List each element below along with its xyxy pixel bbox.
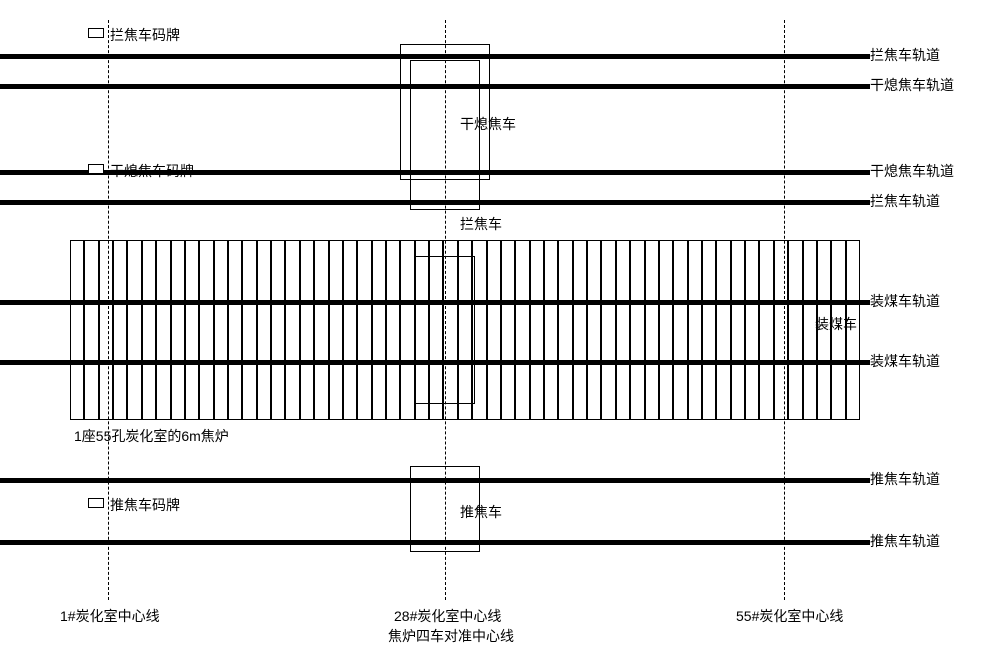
lanjiao_tag-label: 拦焦车码牌	[110, 25, 180, 45]
centerline	[108, 20, 109, 600]
carbonization-chamber	[558, 240, 572, 420]
carbonization-chamber	[601, 240, 615, 420]
carbonization-chamber	[127, 240, 141, 420]
track-label: 干熄焦车轨道	[870, 75, 954, 95]
track-label: 推焦车轨道	[870, 469, 940, 489]
carbonization-chamber	[788, 240, 802, 420]
carbonization-chamber	[745, 240, 759, 420]
carbonization-chamber	[573, 240, 587, 420]
track-label: 拦焦车轨道	[870, 45, 940, 65]
carbonization-chamber	[142, 240, 156, 420]
carbonization-chamber	[70, 240, 84, 420]
carbonization-chamber	[357, 240, 371, 420]
carbonization-chamber	[759, 240, 773, 420]
tuijiao_car-label: 推焦车	[460, 502, 502, 522]
oven-caption: 1座55孔炭化室的6m焦炉	[74, 426, 229, 446]
centerline-label: 1#炭化室中心线	[60, 606, 160, 626]
carbonization-chamber	[257, 240, 271, 420]
carbonization-chamber	[329, 240, 343, 420]
lanjiao_car	[410, 60, 480, 210]
track-label: 装煤车轨道	[870, 291, 940, 311]
carbonization-chamber	[400, 240, 414, 420]
carbonization-chamber	[228, 240, 242, 420]
carbonization-chamber	[156, 240, 170, 420]
carbonization-chamber	[530, 240, 544, 420]
centerline	[784, 20, 785, 600]
carbonization-chamber	[99, 240, 113, 420]
carbonization-chamber	[774, 240, 788, 420]
carbonization-chamber	[716, 240, 730, 420]
carbonization-chamber	[285, 240, 299, 420]
centerline-label: 55#炭化室中心线	[736, 606, 843, 626]
carbonization-chamber	[386, 240, 400, 420]
carbonization-chamber	[84, 240, 98, 420]
ganxi_tag-label: 干熄焦车码牌	[110, 161, 194, 181]
track-label: 推焦车轨道	[870, 531, 940, 551]
lanjiao_car-label: 拦焦车	[460, 214, 502, 234]
track-label: 装煤车轨道	[870, 351, 940, 371]
carbonization-chamber	[300, 240, 314, 420]
lanjiao_tag-icon	[88, 28, 104, 38]
carbonization-chamber	[702, 240, 716, 420]
zhuangmei_car-label: 装煤车	[815, 314, 857, 334]
carbonization-chamber	[343, 240, 357, 420]
carbonization-chamber	[616, 240, 630, 420]
carbonization-chamber	[314, 240, 328, 420]
carbonization-chamber	[501, 240, 515, 420]
carbonization-chamber	[587, 240, 601, 420]
carbonization-chamber	[199, 240, 213, 420]
carbonization-chamber	[688, 240, 702, 420]
zhuangmei_car	[415, 256, 475, 404]
carbonization-chamber	[185, 240, 199, 420]
carbonization-chamber	[487, 240, 501, 420]
carbonization-chamber	[645, 240, 659, 420]
carbonization-chamber	[515, 240, 529, 420]
carbonization-chamber	[659, 240, 673, 420]
ganxi_tag-icon	[88, 164, 104, 174]
carbonization-chamber	[630, 240, 644, 420]
carbonization-chamber	[113, 240, 127, 420]
tuijiao_tag-icon	[88, 498, 104, 508]
track-label: 干熄焦车轨道	[870, 161, 954, 181]
tuijiao_tag-label: 推焦车码牌	[110, 495, 180, 515]
carbonization-chamber	[214, 240, 228, 420]
carbonization-chamber	[731, 240, 745, 420]
centerline-label: 焦炉四车对准中心线	[388, 626, 514, 646]
carbonization-chamber	[271, 240, 285, 420]
carbonization-chamber	[242, 240, 256, 420]
diagram-stage: 1座55孔炭化室的6m焦炉拦焦车轨道干熄焦车轨道干熄焦车轨道拦焦车轨道装煤车轨道…	[0, 0, 1000, 649]
carbonization-chamber	[544, 240, 558, 420]
carbonization-chamber	[372, 240, 386, 420]
carbonization-chamber	[673, 240, 687, 420]
carbonization-chamber	[171, 240, 185, 420]
centerline-label: 28#炭化室中心线	[394, 606, 501, 626]
track-label: 拦焦车轨道	[870, 191, 940, 211]
